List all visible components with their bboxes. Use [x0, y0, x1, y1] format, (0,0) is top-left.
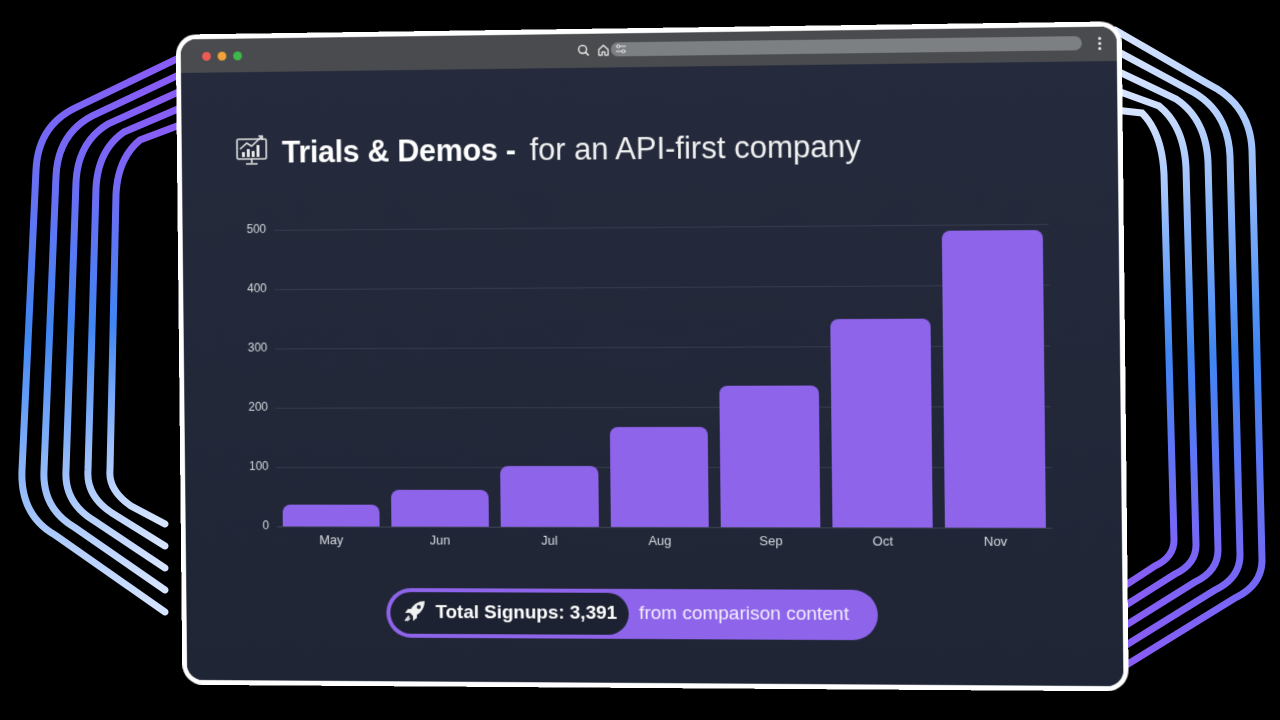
traffic-lights: [202, 50, 242, 61]
page-content: Trials & Demos - for an API-first compan…: [180, 60, 1124, 687]
x-tick-label: Nov: [983, 533, 1008, 549]
total-signups-suffix: from comparison content: [638, 602, 850, 625]
y-tick-label: 500: [246, 222, 267, 237]
bar-nov[interactable]: [941, 230, 1046, 528]
search-icon[interactable]: [575, 42, 591, 58]
bar-jun[interactable]: [390, 489, 489, 527]
x-tick-label: Jun: [429, 532, 451, 548]
total-signups-label: Total Signups: 3,391: [435, 602, 618, 624]
gridline: [274, 284, 1050, 291]
x-tick-label: Jul: [541, 532, 558, 548]
rocket-icon: [402, 598, 428, 629]
gridline: [273, 223, 1049, 231]
bar-sep[interactable]: [719, 385, 821, 528]
title-bold: Trials & Demos -: [281, 131, 516, 170]
bar-chart: 0 100 200 300 400 500 May Jun Jul Aug Sep Oct Nov: [231, 214, 1053, 558]
total-signups-badge: Total Signups: 3,391: [390, 592, 630, 635]
close-button[interactable]: [202, 51, 211, 61]
tune-icon[interactable]: [615, 40, 627, 58]
minimize-button[interactable]: [217, 51, 227, 61]
home-icon[interactable]: [595, 41, 611, 57]
y-tick-label: 0: [262, 518, 270, 533]
title-subtitle: for an API-first company: [529, 128, 861, 167]
maximize-button[interactable]: [233, 50, 242, 60]
address-bar[interactable]: [610, 36, 1082, 58]
bar-aug[interactable]: [609, 426, 710, 528]
y-tick-label: 400: [247, 281, 267, 296]
x-tick-label: May: [319, 532, 344, 548]
bar-jul[interactable]: [499, 465, 599, 527]
chart-monitor-icon: [235, 133, 268, 172]
x-tick-label: Sep: [759, 533, 783, 549]
more-vertical-icon[interactable]: [1098, 36, 1102, 52]
gridline: [275, 406, 1051, 409]
gridline: [275, 345, 1051, 350]
browser-window: Trials & Demos - for an API-first compan…: [180, 26, 1124, 687]
x-tick-label: Aug: [648, 533, 672, 549]
page-title: Trials & Demos - for an API-first compan…: [235, 127, 861, 172]
total-signups-pill: Total Signups: 3,391 from comparison con…: [386, 588, 879, 641]
y-tick-label: 300: [247, 340, 268, 355]
y-tick-label: 200: [248, 399, 269, 414]
title-bar: [180, 26, 1117, 73]
bar-oct[interactable]: [830, 318, 933, 528]
x-tick-label: Oct: [872, 533, 894, 549]
bar-may[interactable]: [282, 504, 380, 527]
y-tick-label: 100: [248, 459, 269, 473]
